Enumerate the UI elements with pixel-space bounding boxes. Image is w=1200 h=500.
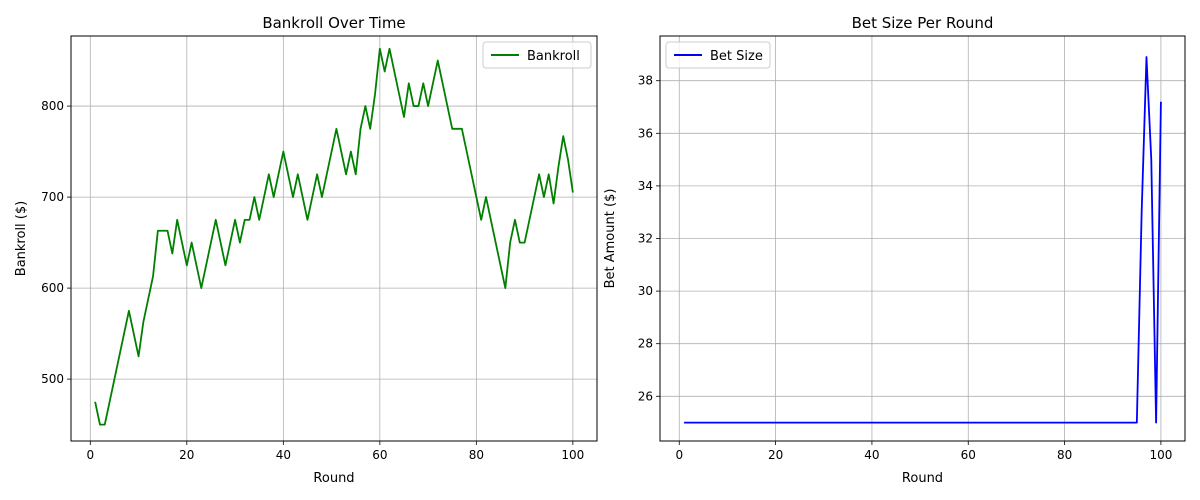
- x-tick-label: 20: [179, 448, 194, 462]
- legend-box: [482, 41, 592, 69]
- x-tick-label: 100: [1149, 448, 1172, 462]
- chart-panel-1: 0 20 40 60 80 100 26 28 30 32 34 36 38 Bet Size Per R…: [603, 14, 1186, 486]
- chart-title: Bankroll Over Time: [262, 14, 405, 32]
- x-tick-label: 40: [276, 448, 291, 462]
- x-tick-label: 100: [561, 448, 584, 462]
- x-tick-label: 60: [372, 448, 387, 462]
- y-tick-label: 38: [638, 74, 653, 88]
- chart-panel-0: 0 20 40 60 80 100 500 600 700 800 Bankroll Over Ti…: [14, 14, 598, 486]
- x-tick-label: 0: [675, 448, 683, 462]
- y-tick-label: 800: [41, 99, 64, 113]
- y-tick-label: 500: [41, 372, 64, 386]
- legend: Bankroll: [482, 41, 592, 69]
- y-axis-label: Bet Amount ($): [603, 189, 618, 289]
- chart-title: Bet Size Per Round: [852, 14, 994, 32]
- x-tick-label: 20: [768, 448, 783, 462]
- series-line-bet-size: [684, 56, 1162, 424]
- x-tick-label: 80: [469, 448, 484, 462]
- legend-box: [665, 41, 771, 69]
- legend-label: Bet Size: [710, 49, 763, 64]
- x-tick-label: 60: [961, 448, 976, 462]
- series-line-bankroll: [94, 47, 574, 426]
- y-tick-label: 28: [638, 337, 653, 351]
- y-tick-label: 600: [41, 281, 64, 295]
- x-tick-label: 80: [1057, 448, 1072, 462]
- axes-frame: [70, 35, 598, 442]
- x-axis-label: Round: [313, 471, 354, 486]
- y-tick-label: 26: [638, 389, 653, 403]
- legend-label: Bankroll: [527, 49, 580, 64]
- y-tick-label: 34: [638, 179, 653, 193]
- y-tick-label: 32: [638, 232, 653, 246]
- x-tick-label: 0: [86, 448, 94, 462]
- x-axis-label: Round: [902, 471, 943, 486]
- y-tick-label: 30: [638, 284, 653, 298]
- x-tick-label: 40: [864, 448, 879, 462]
- y-axis-label: Bankroll ($): [14, 201, 29, 276]
- legend: Bet Size: [665, 41, 771, 69]
- y-tick-label: 36: [638, 126, 653, 140]
- y-tick-label: 700: [41, 190, 64, 204]
